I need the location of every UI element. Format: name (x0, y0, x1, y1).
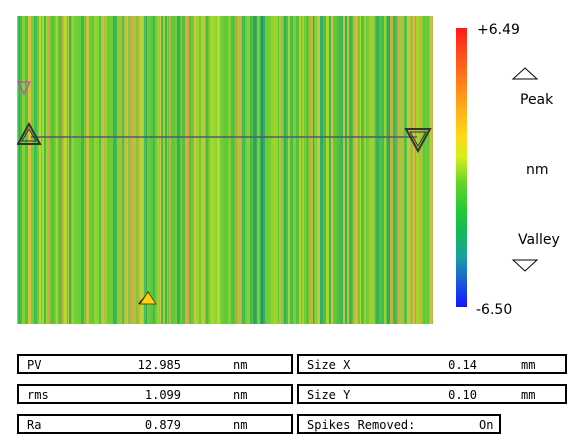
rms-value: 1.099 (144, 388, 181, 402)
valley-triangle-icon (511, 259, 539, 272)
spikes-removed-box: Spikes Removed: On (297, 414, 501, 434)
pv-stat-box: PV 12.985 nm (17, 354, 293, 374)
spikes-removed-value: On (479, 418, 494, 432)
size-x-label: Size X (307, 358, 351, 372)
pv-label: PV (27, 358, 42, 372)
height-map-image (17, 16, 433, 324)
size-y-value: 0.10 (448, 388, 477, 402)
size-y-unit: mm (521, 388, 536, 402)
peak-triangle-icon (511, 67, 539, 80)
profile-start-marker-inner[interactable] (21, 128, 37, 142)
size-y-box: Size Y 0.10 mm (297, 384, 567, 404)
profile-end-marker[interactable] (404, 128, 432, 154)
scale-unit-label: nm (526, 162, 549, 178)
rms-stat-box: rms 1.099 nm (17, 384, 293, 404)
size-x-unit: mm (521, 358, 536, 372)
pv-value: 12.985 (137, 358, 181, 372)
peak-location-marker[interactable] (17, 81, 31, 96)
size-x-box: Size X 0.14 mm (297, 354, 567, 374)
profile-start-marker[interactable] (17, 121, 42, 145)
valley-label: Valley (518, 232, 560, 248)
valley-location-marker[interactable] (139, 291, 157, 305)
spikes-removed-label: Spikes Removed: (307, 418, 416, 432)
ra-label: Ra (27, 418, 42, 432)
rms-label: rms (27, 388, 49, 402)
color-scale-bar (456, 28, 467, 307)
scale-min-label: -6.50 (476, 302, 513, 318)
peak-label: Peak (520, 92, 554, 108)
profile-end-marker-inner[interactable] (409, 131, 427, 148)
ra-value: 0.879 (144, 418, 181, 432)
ra-stat-box: Ra 0.879 nm (17, 414, 293, 434)
pv-unit: nm (233, 358, 248, 372)
rms-unit: nm (233, 388, 248, 402)
scale-max-label: +6.49 (477, 22, 520, 38)
size-y-label: Size Y (307, 388, 351, 402)
surface-height-map[interactable] (17, 16, 433, 324)
size-x-value: 0.14 (448, 358, 477, 372)
ra-unit: nm (233, 418, 248, 432)
